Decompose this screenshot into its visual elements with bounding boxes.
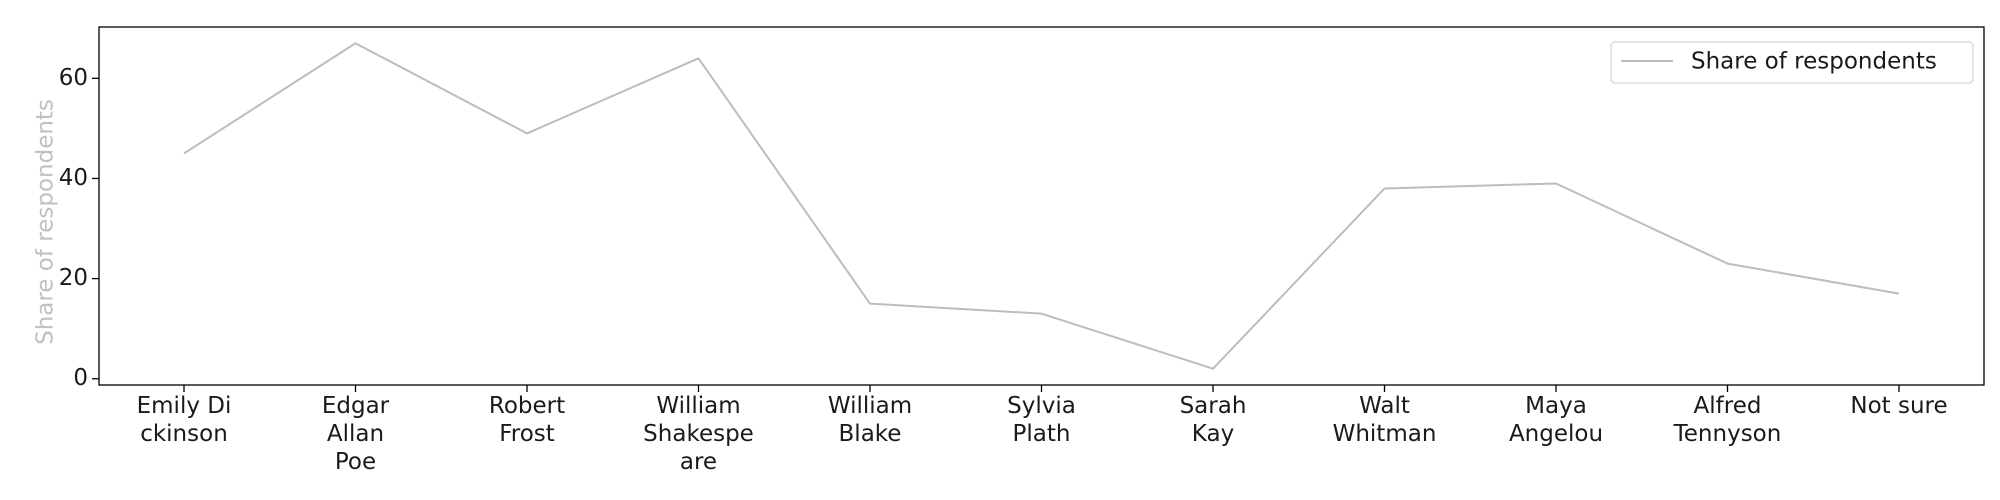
y-tick-label: 20 <box>59 265 88 291</box>
y-tick-label: 60 <box>59 65 88 91</box>
x-tick-label: Alfred Tennyson <box>1673 393 1782 447</box>
y-tick-label: 40 <box>59 165 88 191</box>
x-tick-label: Emily Di ckinson <box>137 393 232 447</box>
x-axis: Emily Di ckinson Edgar Allan Poe Robert Frost W… <box>137 385 1948 475</box>
x-tick-label: Not sure <box>1850 393 1947 419</box>
x-tick-label: Sylvia Plath <box>1007 393 1076 447</box>
x-tick-label: Edgar Allan Poe <box>322 393 390 475</box>
x-tick-label: Walt Whitman <box>1333 393 1437 447</box>
x-tick-label: William Blake <box>828 393 912 447</box>
y-axis: 0 20 40 60 <box>59 65 99 391</box>
legend-frame <box>1610 41 1974 84</box>
x-tick-label: Sarah Kay <box>1180 393 1247 447</box>
series-layer <box>183 42 1900 370</box>
x-tick-label: William Shakespe are <box>643 393 754 475</box>
x-tick-label: Maya Angelou <box>1509 393 1603 447</box>
y-axis-title: Share of respondents <box>33 99 59 345</box>
legend-label: Share of respondents <box>1691 49 1937 75</box>
y-tick-label: 0 <box>73 365 88 391</box>
y-axis-title-group: Share of respondents <box>33 99 59 345</box>
series-line <box>183 42 1900 370</box>
legend: Share of respondents <box>1610 41 1974 84</box>
x-tick-label: Robert Frost <box>489 393 565 447</box>
